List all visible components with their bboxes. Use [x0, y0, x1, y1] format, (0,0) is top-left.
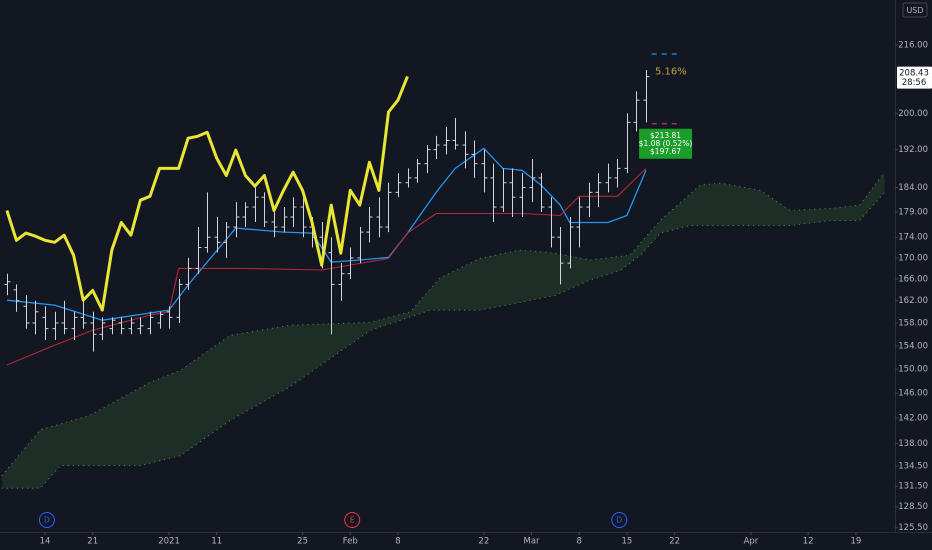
y-tick-label: 128.50 — [898, 502, 928, 512]
event-marker — [611, 512, 628, 528]
projection-text: $197.67 — [650, 147, 681, 156]
x-tick-label: 2021 — [158, 537, 180, 547]
y-tick-label: 131.50 — [898, 482, 928, 492]
y-tick-label: 200.00 — [898, 109, 928, 119]
projection-pct: 5.16% — [655, 67, 687, 78]
cloud-edge — [1, 171, 886, 477]
x-tick-label: 25 — [297, 537, 308, 547]
projection-text: $213.81 — [650, 131, 681, 140]
countdown: 28:56 — [902, 78, 927, 88]
event-marker — [38, 512, 55, 528]
y-tick-label: 162.00 — [898, 296, 928, 306]
event-label: E — [350, 516, 355, 525]
y-tick-label: 125.50 — [898, 523, 928, 533]
y-tick-label: 158.00 — [898, 318, 928, 328]
x-tick-label: Apr — [744, 537, 759, 547]
x-tick-label: 8 — [395, 537, 400, 547]
x-tick-label: 22 — [478, 537, 489, 547]
x-tick-label: 15 — [622, 537, 633, 547]
projection-box — [639, 128, 693, 159]
event-label: D — [44, 516, 50, 525]
y-tick-label: 166.00 — [898, 275, 928, 285]
y-tick-label: 138.00 — [898, 439, 928, 449]
y-tick-label: 216.00 — [898, 40, 928, 50]
currency-box[interactable] — [902, 2, 928, 18]
y-tick-label: 192.00 — [898, 145, 928, 155]
y-tick-label: 184.00 — [898, 183, 928, 193]
x-tick-label: Mar — [524, 537, 541, 547]
projection-text: $1.08 (0.52%) — [639, 139, 693, 148]
y-tick-label: 174.00 — [898, 233, 928, 243]
event-marker — [344, 512, 361, 528]
currency: USD — [906, 6, 923, 15]
last-price: 208.43 — [899, 69, 929, 79]
event-label: D — [616, 516, 622, 525]
y-tick-label: 179.00 — [898, 208, 928, 218]
x-tick-label: 12 — [803, 537, 814, 547]
x-tick-label: 14 — [40, 537, 51, 547]
cloud-fill — [2, 172, 885, 489]
y-tick-label: 154.00 — [898, 341, 928, 351]
y-tick-label: 142.00 — [898, 413, 928, 423]
y-tick-label: 146.00 — [898, 389, 928, 399]
last-price-box — [897, 66, 932, 89]
x-tick-label: 19 — [850, 537, 861, 547]
x-tick-label: 11 — [211, 537, 222, 547]
x-tick-label: 8 — [577, 537, 582, 547]
y-tick-label: 134.50 — [898, 462, 928, 472]
y-tick-label: 150.00 — [898, 365, 928, 375]
y-tick-label: 170.00 — [898, 253, 928, 263]
x-tick-label: Feb — [343, 537, 358, 547]
x-tick-label: 22 — [669, 537, 680, 547]
indicator-line — [5, 75, 409, 312]
plot-area — [1, 53, 886, 489]
cloud-edge — [1, 191, 886, 489]
x-tick-label: 21 — [87, 537, 98, 547]
